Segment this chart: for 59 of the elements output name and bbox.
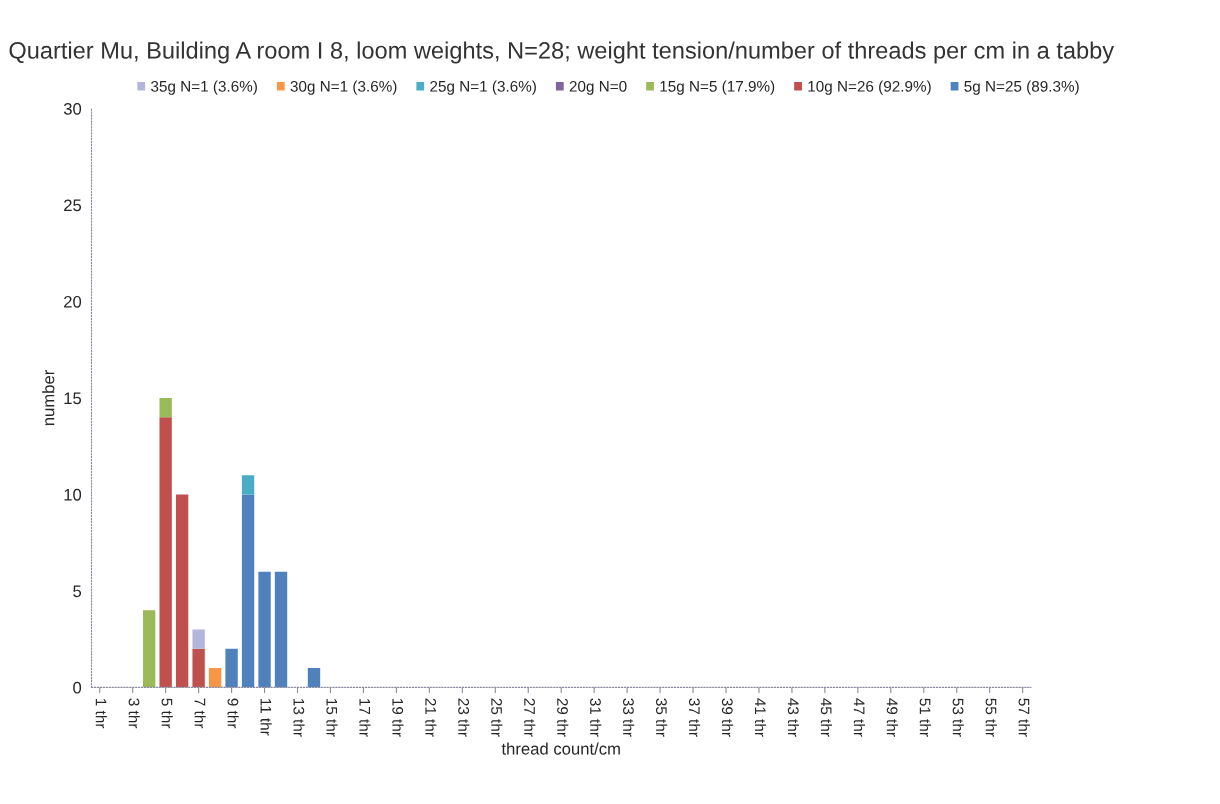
bar xyxy=(225,648,238,688)
legend-label: 20g N=0 xyxy=(569,80,627,95)
x-tick-label: 9 thr xyxy=(227,698,239,729)
y-tick-label: 15 xyxy=(64,392,82,405)
bar xyxy=(192,648,205,688)
y-axis-title: number xyxy=(42,370,55,426)
x-tick-label: 23 thr xyxy=(458,698,470,737)
x-tick-label: 21 thr xyxy=(425,698,437,737)
x-tick-label: 17 thr xyxy=(359,699,371,737)
bar xyxy=(208,668,222,688)
x-tick-label: 13 thr xyxy=(293,699,305,737)
x-axis-title: thread count/cm xyxy=(501,742,620,755)
x-tick-label: 47 thr xyxy=(853,698,865,737)
bar xyxy=(159,417,172,688)
x-tick-label: 1 thr xyxy=(95,699,107,729)
x-tick-label: 3 thr xyxy=(128,698,140,729)
bar xyxy=(159,397,172,418)
y-tick-label: 10 xyxy=(64,488,82,501)
x-tick-label: 33 thr xyxy=(623,698,635,737)
x-tick-label: 5 thr xyxy=(161,698,173,729)
x-tick-label: 27 thr xyxy=(524,698,536,737)
x-tick-label: 43 thr xyxy=(787,698,800,737)
x-tick-label: 29 thr xyxy=(557,698,569,737)
bar xyxy=(241,494,255,688)
bar xyxy=(143,610,156,688)
bar xyxy=(307,668,321,688)
legend-label: 25g N=1 (3.6%) xyxy=(430,80,536,95)
x-tick-label: 25 thr xyxy=(491,698,503,737)
legend-label: 35g N=1 (3.6%) xyxy=(151,80,257,95)
y-tick-label: 25 xyxy=(64,199,82,212)
y-tick-label: 20 xyxy=(64,295,82,308)
bar xyxy=(192,629,205,649)
chart-title: Quartier Mu, Building A room I 8, loom weights, N=28; weight tension/number of threads per cm in a tabby xyxy=(9,41,1115,64)
x-tick-label: 7 thr xyxy=(194,698,206,729)
x-tick-label: 49 thr xyxy=(886,698,898,737)
y-tick-label: 30 xyxy=(63,102,82,115)
y-tick-label: 0 xyxy=(73,681,82,694)
x-tick-label: 51 thr xyxy=(919,698,931,737)
legend-label: 15g N=5 (17.9%) xyxy=(660,80,775,95)
legend-label: 30g N=1 (3.6%) xyxy=(290,80,397,95)
x-tick-label: 55 thr xyxy=(985,698,997,737)
x-tick-label: 37 thr xyxy=(688,698,701,737)
x-tick-label: 53 thr xyxy=(952,698,964,737)
bar xyxy=(175,494,189,688)
bar xyxy=(274,571,288,688)
legend-label: 10g N=26 (92.9%) xyxy=(808,80,931,95)
x-tick-label: 35 thr xyxy=(655,698,668,737)
bar xyxy=(258,571,271,688)
x-tick-label: 39 thr xyxy=(721,698,734,737)
bar xyxy=(241,475,255,495)
y-tick-label: 5 xyxy=(73,585,82,598)
x-tick-label: 11 thr xyxy=(260,699,272,736)
x-tick-label: 45 thr xyxy=(820,698,833,737)
legend-label: 5g N=25 (89.3%) xyxy=(964,80,1079,95)
x-tick-label: 31 thr xyxy=(590,698,602,737)
x-tick-label: 57 thr xyxy=(1018,698,1030,737)
x-tick-label: 19 thr xyxy=(392,699,404,737)
x-tick-label: 15 thr xyxy=(326,699,338,737)
x-tick-label: 41 thr xyxy=(754,698,767,737)
